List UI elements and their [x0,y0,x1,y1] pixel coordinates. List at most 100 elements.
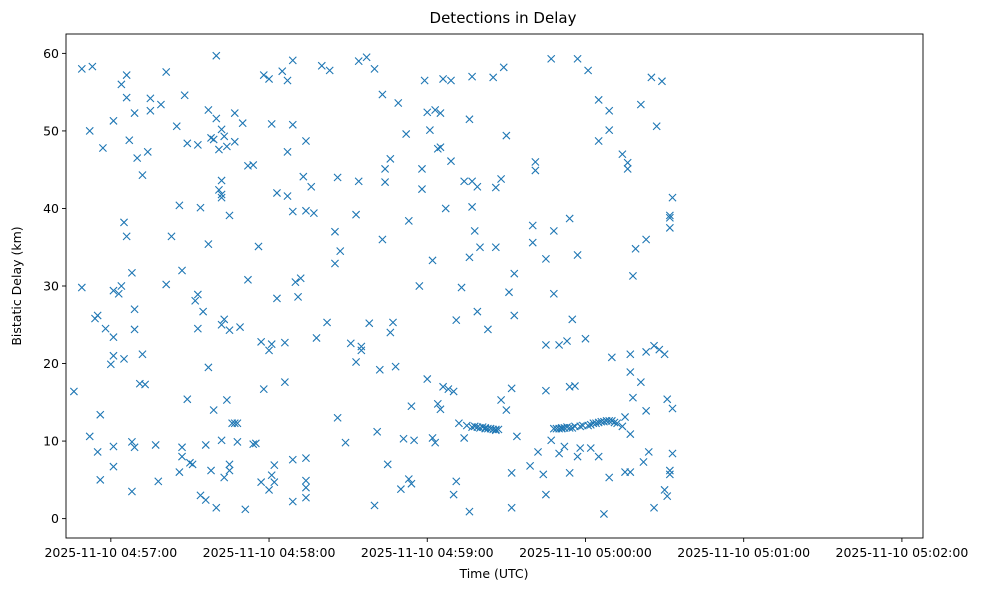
data-point [212,51,221,60]
data-point [146,94,155,103]
data-point [201,440,210,449]
data-point [494,425,503,434]
x-axis: 2025-11-10 04:57:00 2025-11-10 04:58:00 20… [44,538,968,560]
data-point [507,384,516,393]
data-point [462,421,471,430]
data-point [241,505,250,514]
data-point [180,91,189,100]
data-point [665,470,674,479]
data-point [607,353,616,362]
data-point [573,452,582,461]
data-point [196,203,205,212]
data-point [410,436,419,445]
data-point [117,282,126,290]
data-point [473,307,482,316]
data-point [288,56,297,65]
data-point [665,223,674,232]
data-point [491,183,500,192]
data-point [404,216,413,225]
data-point [217,190,226,199]
data-point [636,378,645,387]
data-point [668,449,677,458]
data-point [336,247,345,256]
data-point [362,53,371,62]
data-point [642,347,651,356]
data-point [214,145,223,154]
data-point [265,485,274,494]
data-point [233,437,242,446]
data-point [138,171,147,180]
data-point [576,444,585,453]
data-point [483,325,492,334]
data-point [183,139,192,148]
data-point [605,473,614,482]
data-point [220,473,229,482]
data-point [431,438,440,447]
data-point [531,157,540,166]
data-point [288,497,297,506]
data-point [417,164,426,173]
data-point [270,478,279,487]
data-point [631,244,640,253]
data-point [650,341,659,350]
y-tick-label: 0 [51,511,59,526]
data-point [101,324,110,333]
data-point [225,466,234,475]
data-point [222,142,231,151]
data-point [249,440,258,449]
data-point [447,76,455,85]
data-point [386,154,395,163]
data-point [621,413,630,422]
data-point [307,182,316,191]
data-point [560,442,569,451]
data-point [346,339,355,348]
data-point [130,325,139,334]
data-point [217,193,226,202]
data-point [191,296,200,305]
data-point [613,419,622,428]
data-point [573,54,582,63]
data-point [225,326,234,335]
data-point [220,132,229,141]
data-point [626,468,635,477]
data-point [156,100,165,109]
data-point [660,485,669,494]
data-point [626,368,635,377]
data-point [576,422,585,431]
data-point [220,315,229,324]
data-point [444,385,453,394]
data-point [138,350,147,359]
data-point [465,253,474,262]
data-point [178,266,187,275]
data-point [127,437,136,446]
data-point [288,120,297,129]
data-point [378,235,387,244]
data-point [549,289,558,298]
data-point [207,466,216,475]
data-point [618,150,627,159]
data-point [106,360,115,369]
data-point [592,419,601,428]
y-tick-label: 10 [43,434,59,449]
data-point [265,346,274,355]
data-point [626,350,635,359]
data-point [491,243,500,252]
data-point [354,57,363,66]
data-point [404,475,413,484]
data-point [407,402,416,411]
data-point [460,433,469,442]
data-point [584,421,593,430]
y-axis: 0 10 20 30 40 50 60 [43,46,66,526]
data-point [528,221,537,230]
data-point [127,487,136,496]
data-point [85,126,94,135]
data-point [88,62,97,71]
data-point [573,250,582,259]
data-point [594,452,603,461]
data-point [370,501,379,510]
data-point [563,337,572,346]
data-point [146,106,155,115]
data-point [109,116,118,125]
data-point [555,449,564,458]
data-point [109,462,118,471]
